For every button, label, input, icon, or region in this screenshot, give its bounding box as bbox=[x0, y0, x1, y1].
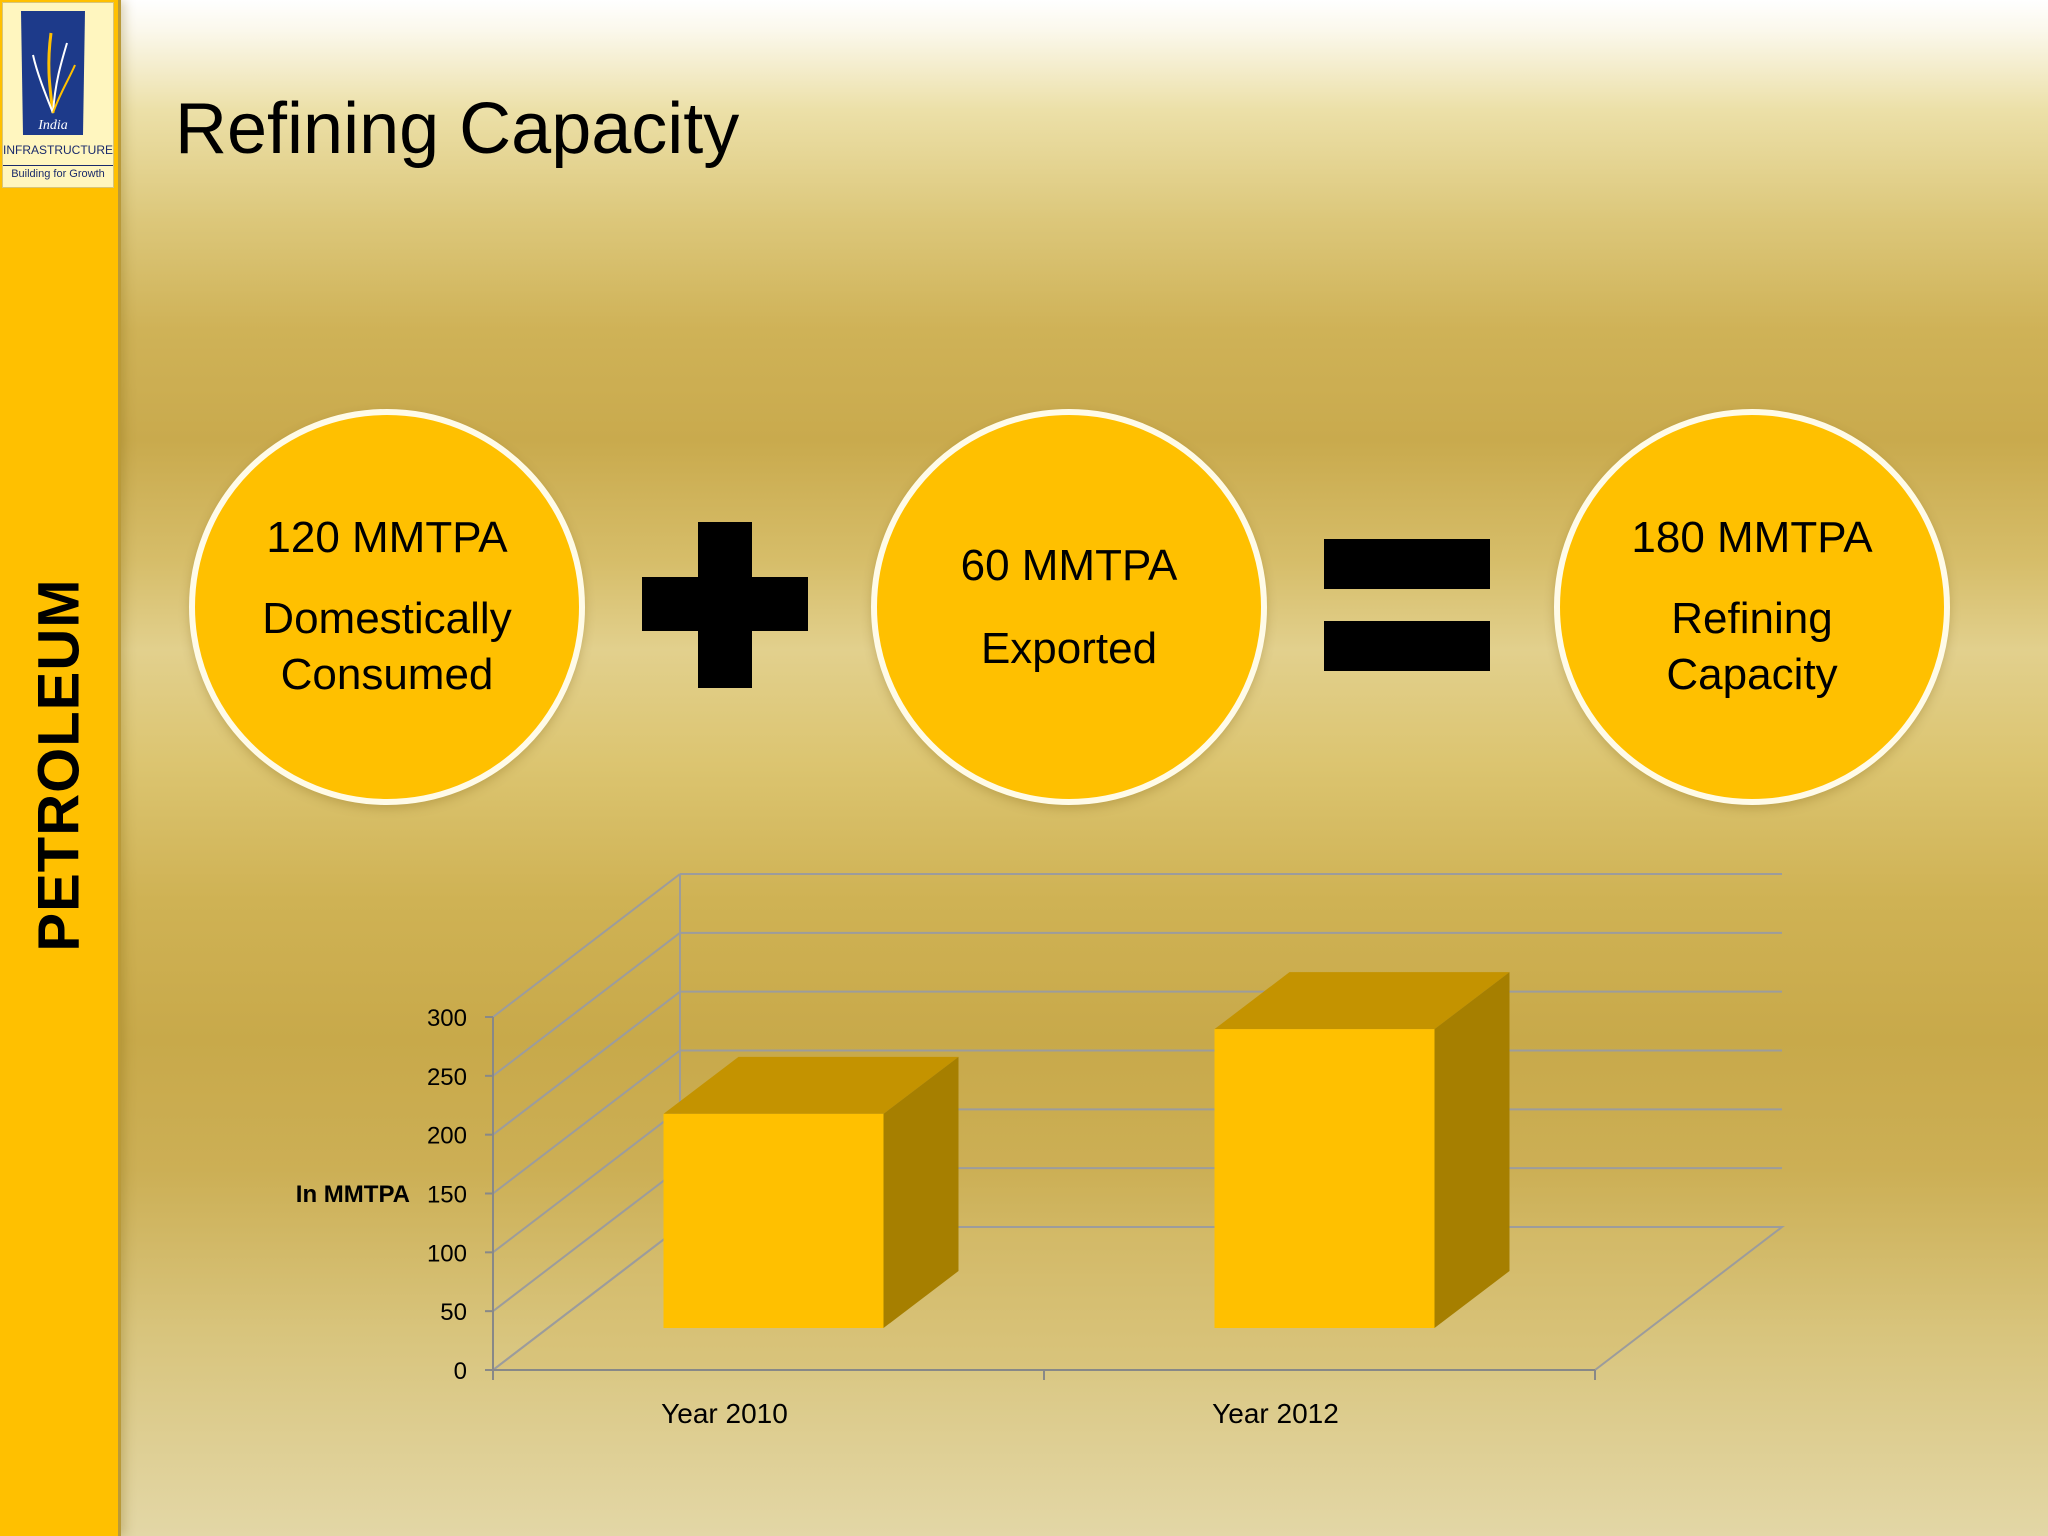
chart-tick-labels: 0 50 100 150 200 250 300 Year 2010 Year 2012 bbox=[427, 1005, 1339, 1429]
logo-brand: India bbox=[37, 118, 68, 133]
page-title: Refining Capacity bbox=[175, 89, 740, 169]
y-tick-label: 250 bbox=[427, 1064, 467, 1091]
gridline-side bbox=[492, 1167, 681, 1312]
term-value: 60 MMTPA bbox=[960, 541, 1178, 590]
y-axis-label: In MMTPA bbox=[296, 1181, 410, 1208]
bar-1 bbox=[663, 1056, 959, 1328]
term-desc-line: Refining bbox=[1671, 594, 1833, 643]
gridline-side bbox=[492, 873, 681, 1018]
logo-org-line1: INFRASTRUCTURE bbox=[3, 143, 113, 157]
equals-bar-bottom bbox=[1324, 621, 1490, 671]
term-desc-line: Domestically bbox=[262, 594, 512, 643]
logo: India INFRASTRUCTURE Building for Growth bbox=[2, 2, 114, 188]
logo-org-line2: Building for Growth bbox=[3, 165, 113, 180]
y-tick-label: 300 bbox=[427, 1005, 467, 1032]
bar-2 bbox=[1214, 972, 1510, 1328]
y-tick-label: 0 bbox=[454, 1358, 467, 1385]
gridline-side bbox=[492, 990, 681, 1136]
bar-side-face bbox=[1434, 972, 1510, 1328]
term-desc-line: Capacity bbox=[1666, 650, 1838, 699]
bar-front-face bbox=[1214, 1029, 1435, 1328]
term-value: 180 MMTPA bbox=[1631, 513, 1873, 562]
x-tick-label: Year 2010 bbox=[661, 1398, 788, 1429]
term-desc-line: Exported bbox=[980, 624, 1158, 673]
gridline-side bbox=[492, 1108, 681, 1254]
gridline-side bbox=[492, 932, 681, 1077]
term-desc-line: Consumed bbox=[280, 650, 494, 699]
gridline-side bbox=[492, 1049, 681, 1195]
gridline-side bbox=[492, 1226, 681, 1371]
term-exported-circle: 60 MMTPA Exported bbox=[871, 409, 1267, 805]
bar-front-face bbox=[663, 1113, 884, 1328]
chart-axes bbox=[485, 1016, 1596, 1380]
sidebar: India INFRASTRUCTURE Building for Growth… bbox=[0, 0, 121, 1536]
india-infrastructure-logo: India bbox=[21, 11, 85, 135]
chart-bars bbox=[663, 972, 1510, 1328]
bar-top-face bbox=[663, 1056, 959, 1114]
term-capacity-circle: 180 MMTPA Refining Capacity bbox=[1554, 409, 1950, 805]
term-value: 120 MMTPA bbox=[266, 513, 508, 562]
y-tick-label: 50 bbox=[440, 1299, 467, 1326]
y-tick-label: 150 bbox=[427, 1182, 467, 1209]
equals-bar-top bbox=[1324, 539, 1490, 589]
bar-top-face bbox=[1214, 972, 1510, 1030]
y-tick-label: 100 bbox=[427, 1240, 467, 1267]
plus-bar-vertical bbox=[698, 522, 752, 688]
y-tick-label: 200 bbox=[427, 1123, 467, 1150]
term-domestic-circle: 120 MMTPA Domestically Consumed bbox=[189, 409, 585, 805]
x-tick-label: Year 2012 bbox=[1212, 1398, 1339, 1429]
bar-side-face bbox=[883, 1056, 959, 1328]
